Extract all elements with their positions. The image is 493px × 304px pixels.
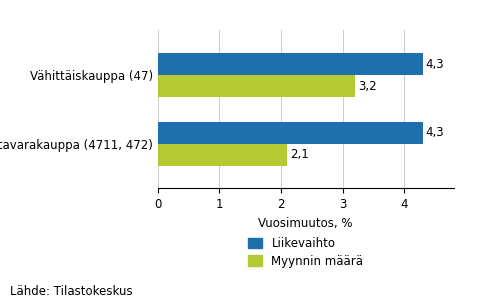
Text: 3,2: 3,2 xyxy=(358,80,377,93)
Bar xyxy=(158,53,423,75)
Bar xyxy=(158,75,355,97)
Legend: Liikevaihto, Myynnin määrä: Liikevaihto, Myynnin määrä xyxy=(248,237,363,268)
X-axis label: Vuosimuutos, %: Vuosimuutos, % xyxy=(258,217,353,230)
Text: 4,3: 4,3 xyxy=(426,126,445,139)
Text: 4,3: 4,3 xyxy=(426,57,445,71)
Bar xyxy=(158,144,287,166)
Text: Lähde: Tilastokeskus: Lähde: Tilastokeskus xyxy=(10,285,133,298)
Bar xyxy=(158,122,423,144)
Text: 2,1: 2,1 xyxy=(290,148,309,161)
